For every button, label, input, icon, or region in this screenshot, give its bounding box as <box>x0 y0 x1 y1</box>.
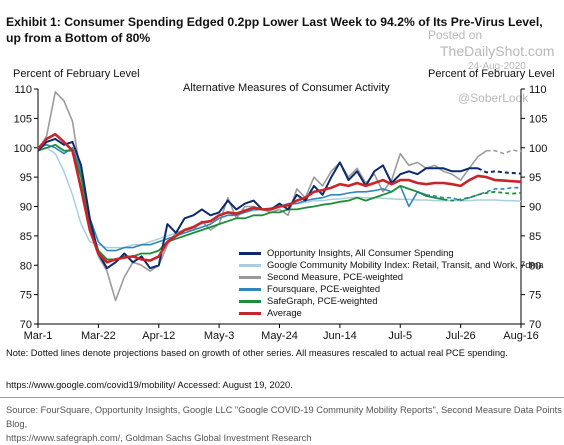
source-url: https://www.google.com/covid19/mobility/… <box>6 380 293 390</box>
x-tick-label: Jul-26 <box>446 330 476 342</box>
x-tick-label: May-3 <box>204 330 235 342</box>
y-tick-label-right: 95 <box>529 172 541 184</box>
legend-label: SafeGraph, PCE-weighted <box>267 295 378 307</box>
y-tick-label-right: 90 <box>529 202 541 214</box>
y-tick-label-right: 110 <box>529 84 547 96</box>
y-tick-label-left: 85 <box>20 231 32 243</box>
chart-note: Note: Dotted lines denote projections ba… <box>6 348 508 358</box>
y-tick-label-left: 105 <box>14 113 32 125</box>
source-line-2: https://www.safegraph.com/, Goldman Sach… <box>6 433 312 443</box>
legend-label: Foursquare, PCE-weighted <box>267 283 381 295</box>
legend-label: Second Measure, PCE-weighted <box>267 271 404 283</box>
x-tick-label: Apr-12 <box>142 330 175 342</box>
series-projection <box>425 186 521 202</box>
y-tick-label-right: 85 <box>529 231 541 243</box>
y-tick-label-right: 75 <box>529 290 541 302</box>
y-tick-label-left: 100 <box>14 143 32 155</box>
x-tick-label: May-24 <box>261 330 298 342</box>
legend-item: Average <box>239 307 544 319</box>
legend-swatch <box>239 287 261 291</box>
y-tick-label-left: 110 <box>14 84 32 96</box>
legend-swatch <box>239 263 261 267</box>
legend-swatch <box>239 299 261 303</box>
legend-swatch <box>239 251 261 255</box>
exhibit-title: Exhibit 1: Consumer Spending Edged 0.2pp… <box>6 15 543 45</box>
legend-item: Second Measure, PCE-weighted <box>239 271 544 283</box>
legend-item: Opportunity Insights, All Consumer Spend… <box>239 247 544 259</box>
series-line <box>37 143 444 261</box>
legend-item: Foursquare, PCE-weighted <box>239 283 544 295</box>
chart-exhibit: Exhibit 1: Consumer Spending Edged 0.2pp… <box>0 15 564 443</box>
watermark-posted-on: Posted on <box>428 28 483 42</box>
legend-label: Opportunity Insights, All Consumer Spend… <box>267 247 454 258</box>
y-tick-label-right: 100 <box>529 143 547 155</box>
y-tick-label-left: 90 <box>20 202 32 214</box>
source-line-1: Source: FourSquare, Opportunity Insights… <box>6 405 562 429</box>
y-tick-label-left: 80 <box>20 260 32 272</box>
x-tick-label: Jul-5 <box>388 330 412 342</box>
y-tick-label-left: 70 <box>20 319 32 331</box>
watermark-site: TheDailyShot.com <box>440 43 555 59</box>
y-tick-label-left: 95 <box>20 172 32 184</box>
y-tick-label-left: 75 <box>20 290 32 302</box>
series-line <box>37 132 522 264</box>
y-tick-label-right: 105 <box>529 113 547 125</box>
y-tick-label-right: 70 <box>529 319 541 331</box>
line-chart: 70 70 75 75 80 80 85 85 90 90 95 95 100 100 105 105 110 1… <box>14 84 548 342</box>
y-axis-label-left: Percent of February Level <box>13 68 140 80</box>
series-projection <box>486 149 522 155</box>
watermark-handle: @SoberLook <box>458 91 529 105</box>
legend-swatch <box>239 312 261 316</box>
chart-subtitle: Alternative Measures of Consumer Activit… <box>183 82 390 94</box>
x-tick-label: Mar-22 <box>81 330 116 342</box>
x-tick-label: Aug-16 <box>503 330 538 342</box>
footer-divider <box>0 397 564 398</box>
y-axis-label-right: Percent of February Level <box>428 68 555 80</box>
series-line <box>37 144 427 252</box>
legend-swatch <box>239 275 261 279</box>
series-projection <box>443 190 522 202</box>
legend-label: Google Community Mobility Index: Retail,… <box>267 259 544 271</box>
legend-label: Average <box>267 307 302 319</box>
series-projection <box>477 167 522 175</box>
watermark-date: 24-Aug-2020 <box>468 61 526 72</box>
x-tick-label: Mar-1 <box>24 330 53 342</box>
source-text: Source: FourSquare, Opportunity Insights… <box>6 403 564 445</box>
x-tick-label: Jun-14 <box>323 330 357 342</box>
series-line <box>37 137 478 270</box>
legend-item: SafeGraph, PCE-weighted <box>239 295 544 307</box>
legend-item: Google Community Mobility Index: Retail,… <box>239 259 544 271</box>
y-tick-label-right: 80 <box>529 260 541 272</box>
chart-legend: Opportunity Insights, All Consumer Spend… <box>239 247 544 320</box>
